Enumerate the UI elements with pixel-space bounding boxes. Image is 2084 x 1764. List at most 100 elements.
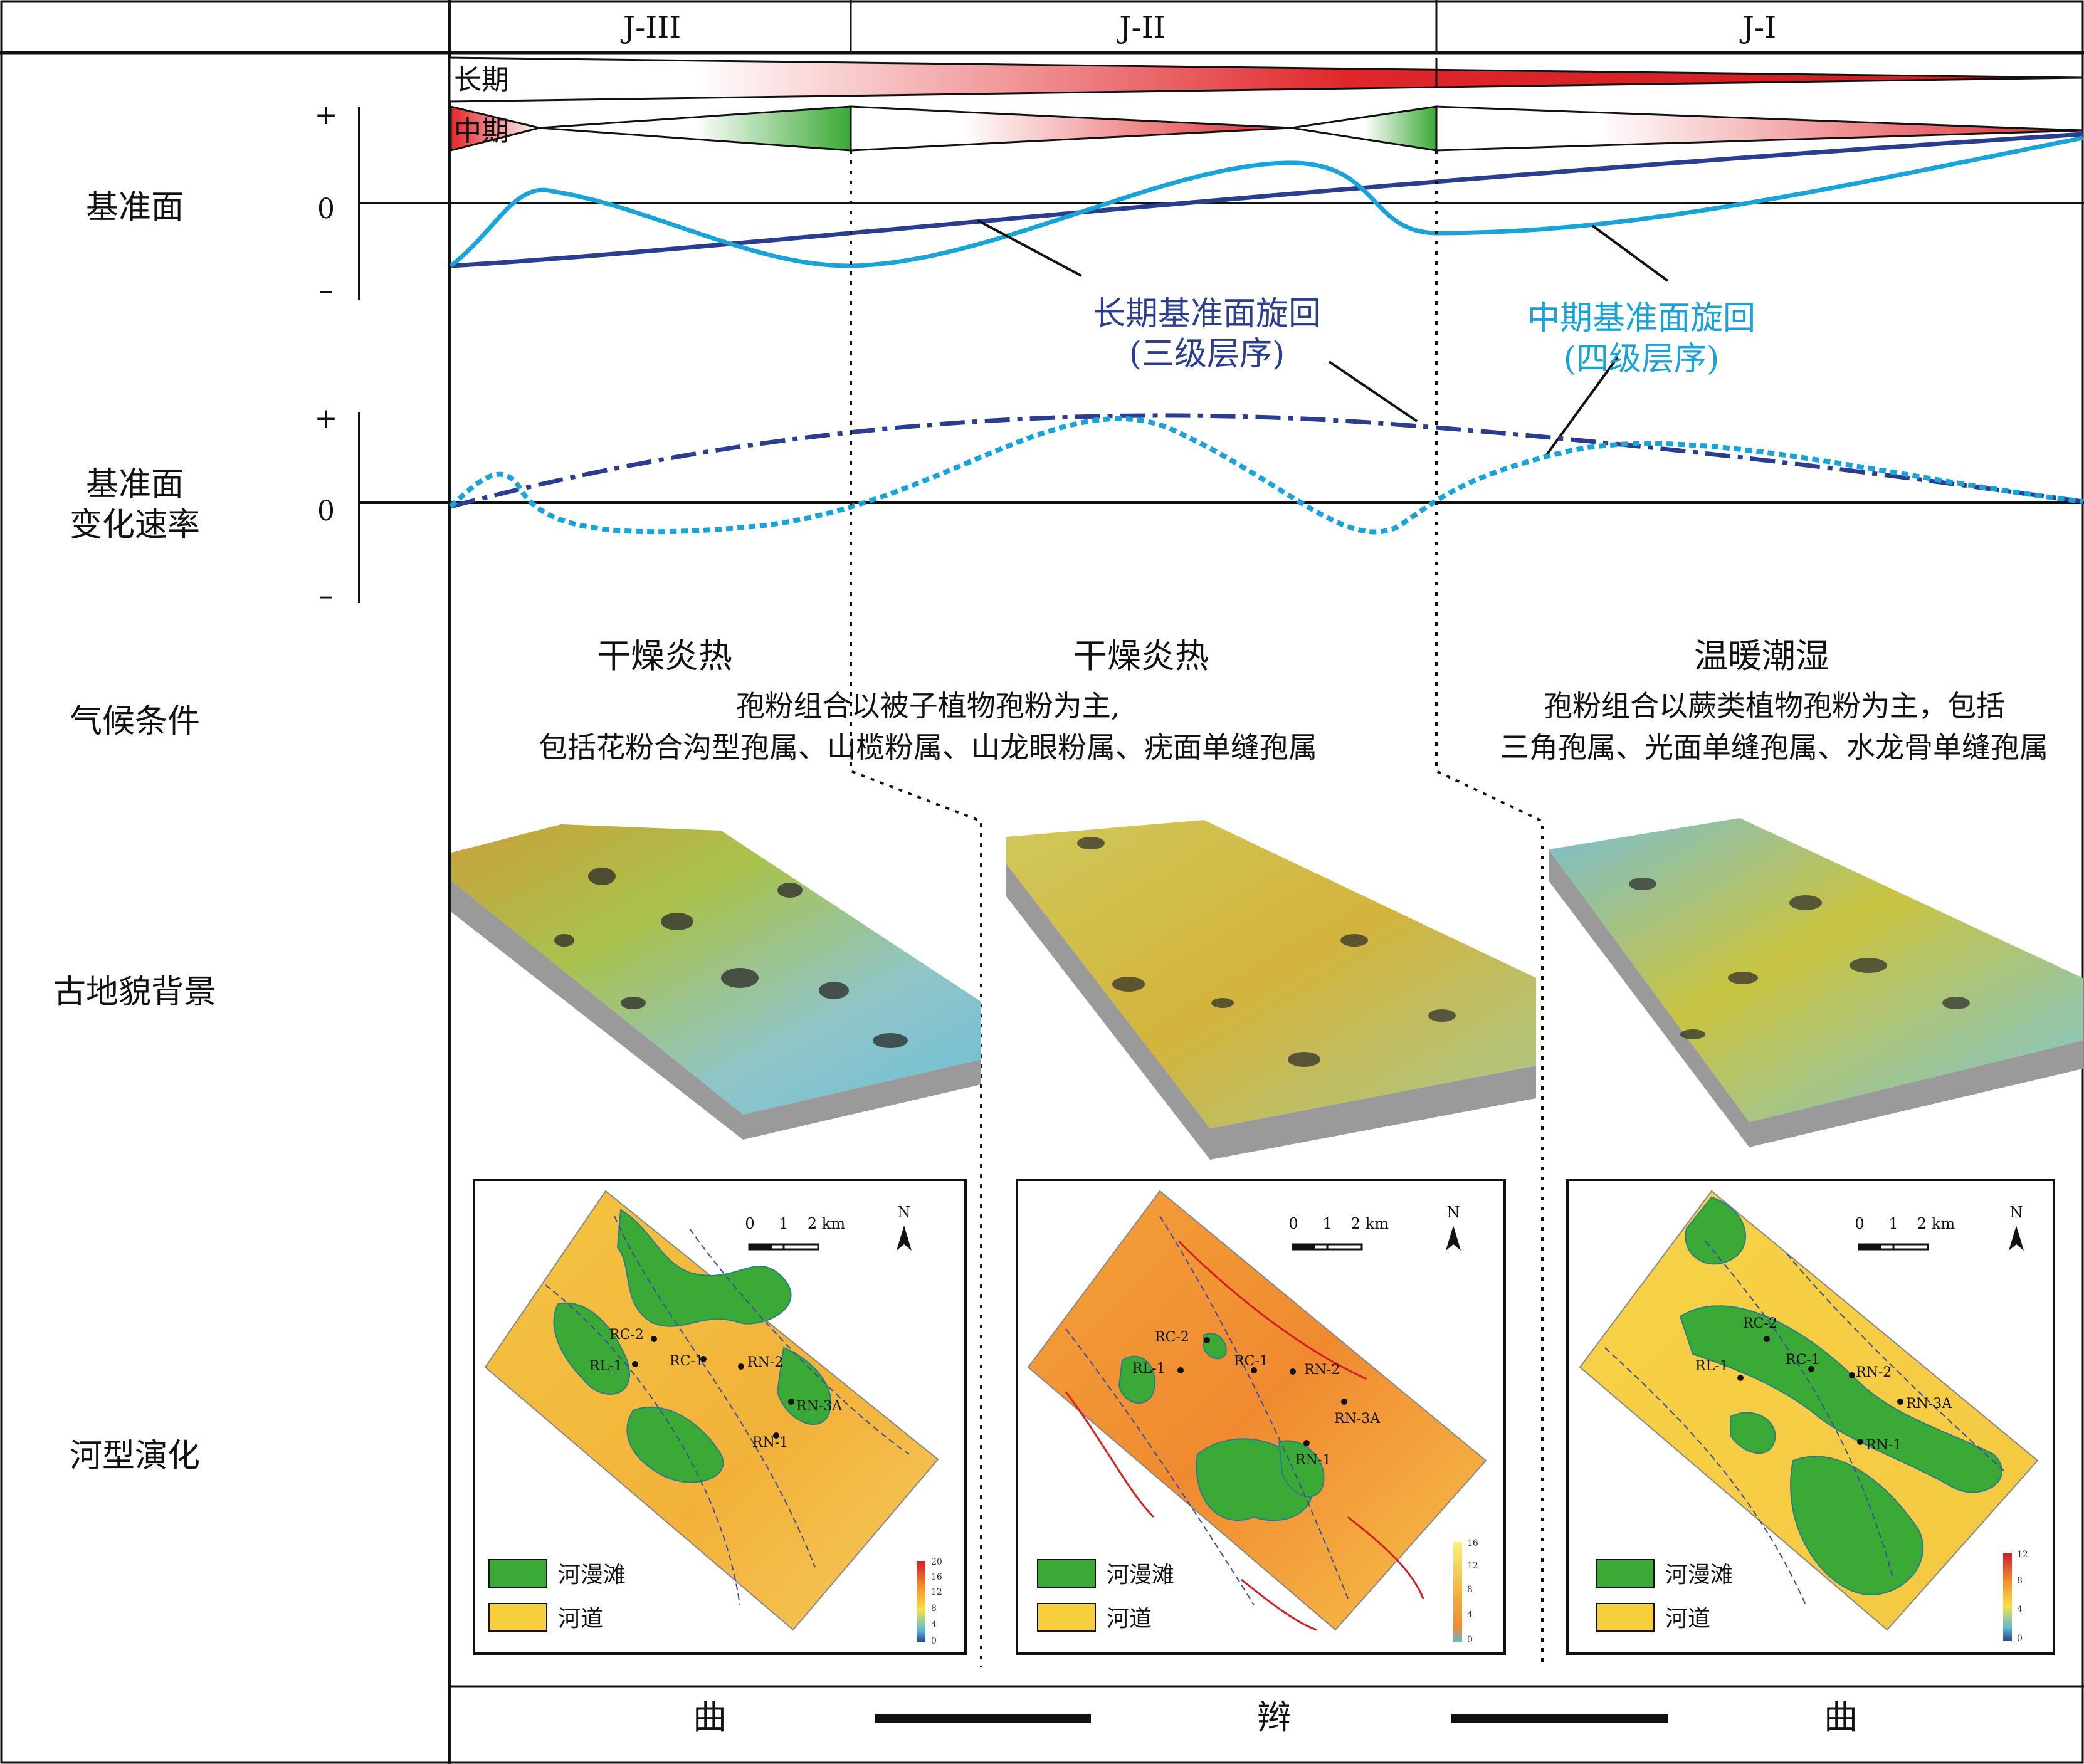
- colorbar-j2-tick-2: 8: [1467, 1585, 1473, 1595]
- scale-label-1-j3: 1: [779, 1215, 788, 1232]
- well-label-j3-rn1: RN-1: [752, 1435, 788, 1451]
- wells-j1: [1737, 1336, 1903, 1445]
- colorbar-j1-tick-2: 4: [2017, 1605, 2023, 1615]
- well-label-j3-rn3a: RN-3A: [796, 1399, 843, 1414]
- scale-bar-j1: [1858, 1243, 1929, 1251]
- climate-desc-right-line2: 三角孢属、光面单缝孢属、水龙骨单缝孢属: [1500, 730, 2048, 764]
- axis-base-rate: + 0 –: [315, 402, 360, 612]
- well-label-j1-rc1: RC-1: [1786, 1352, 1820, 1368]
- well-label-j3-rn2: RN-2: [747, 1355, 783, 1370]
- scale-bar-j3: [748, 1243, 819, 1251]
- river-map-panel-j2: RC-2 RL-1 RC-1 RN-2 RN-3A RN-1 0 1 2 km …: [1016, 1179, 1506, 1655]
- colorbar-j3-tick-4: 4: [931, 1620, 937, 1630]
- colorbar-j1-tick-3: 0: [2017, 1634, 2023, 1644]
- legend-swatch-floodplain-j1: [1596, 1559, 1655, 1588]
- legend-swatch-channel-j3: [488, 1603, 547, 1632]
- mid-term-cycle-track: 中期: [450, 105, 2083, 152]
- curve-pointer-lines: [977, 219, 1669, 458]
- north-label-j2: N: [1447, 1204, 1460, 1221]
- north-label-j1: N: [2010, 1204, 2023, 1221]
- legend-label-channel-j3: 河道: [558, 1606, 603, 1632]
- scale-bar-j2: [1292, 1243, 1363, 1251]
- well-label-j3-rc1: RC-1: [670, 1353, 704, 1369]
- river-type-mid: 辫: [1257, 1698, 1291, 1737]
- climate-title-j1: 温暖潮湿: [1694, 636, 1829, 676]
- mid-curve-label-line1: 中期基准面旋回: [1527, 300, 1755, 337]
- scale-label-2-j3: 2 km: [808, 1215, 845, 1232]
- river-map-panel-j3: RC-2 RL-1 RC-1 RN-2 RN-3A RN-1 0 1 2 km …: [473, 1179, 967, 1655]
- row-label-base-rate-line2: 变化速率: [70, 507, 200, 544]
- sign-minus-1: –: [319, 275, 333, 307]
- wells-j3: [632, 1336, 794, 1439]
- floodplain-patches-j2: [1118, 1333, 1325, 1521]
- sign-plus-1: +: [315, 99, 338, 131]
- scale-label-1-j1: 1: [1888, 1215, 1898, 1232]
- climate-desc-right-line1: 孢粉组合以蕨类植物孢粉为主，包括: [1544, 689, 2005, 723]
- sign-zero-2: 0: [317, 495, 335, 527]
- north-arrow-icon: [897, 1226, 912, 1251]
- colorbar-j2: [1453, 1542, 1462, 1642]
- long-term-base-level-curve: [450, 132, 2083, 268]
- well-label-j1-rn2: RN-2: [1856, 1365, 1892, 1380]
- climate-title-j2: 干燥炎热: [1073, 636, 1209, 676]
- column-header-j1: J-I: [1739, 10, 1776, 45]
- long-curve-label-line2: (三级层序): [1129, 335, 1285, 373]
- long-term-cycle-track: 长期: [448, 56, 2083, 103]
- mid-term-base-level-curve: [449, 135, 2083, 268]
- colorbar-j1-tick-0: 12: [2017, 1550, 2028, 1560]
- legend-label-floodplain-j3: 河漫滩: [558, 1562, 626, 1588]
- row-label-paleo: 古地貌背景: [53, 974, 216, 1011]
- legend-label-floodplain-j2: 河漫滩: [1107, 1562, 1174, 1588]
- river-map-panel-j1: RC-2 RL-1 RC-1 RN-2 RN-3A RN-1 0 1 2 km …: [1566, 1179, 2055, 1655]
- colorbar-j1: [2003, 1553, 2012, 1641]
- climate-title-j3: 干燥炎热: [597, 636, 732, 676]
- row-label-base-level: 基准面: [86, 189, 184, 226]
- well-label-j2-rl1: RL-1: [1132, 1361, 1166, 1377]
- scale-label-1-j2: 1: [1322, 1215, 1332, 1232]
- well-label-j2-rc2: RC-2: [1155, 1330, 1189, 1345]
- legend-label-channel-j1: 河道: [1665, 1606, 1710, 1632]
- column-header-j3: J-III: [620, 10, 681, 45]
- floodplain-patches-j1: [1679, 1196, 2003, 1595]
- fault-lines-j2: [1065, 1240, 1424, 1631]
- colorbar-j2-tick-3: 4: [1467, 1610, 1473, 1620]
- well-label-j1-rc2: RC-2: [1743, 1316, 1777, 1331]
- track-label-long: 长期: [454, 64, 509, 96]
- long-term-rate-curve: [450, 413, 2083, 509]
- paleo-terrain-j2: [1006, 820, 1536, 1160]
- legend-swatch-channel-j2: [1037, 1603, 1096, 1632]
- north-label-j3: N: [898, 1204, 911, 1221]
- river-type-left: 曲: [693, 1698, 727, 1737]
- well-label-j2-rn3a: RN-3A: [1334, 1411, 1381, 1427]
- legend-label-channel-j2: 河道: [1107, 1606, 1152, 1632]
- legend-swatch-floodplain-j2: [1037, 1559, 1096, 1588]
- colorbar-j2-tick-4: 0: [1467, 1635, 1473, 1645]
- row-label-base-rate-line1: 基准面: [86, 466, 184, 503]
- paleo-terrain-j1: [1549, 818, 2083, 1147]
- climate-desc-left-line1: 孢粉组合以被子植物孢粉为主,: [736, 689, 1120, 723]
- sign-minus-2: –: [319, 580, 333, 612]
- colorbar-j3-tick-1: 16: [931, 1572, 942, 1582]
- well-label-j2-rn2: RN-2: [1304, 1362, 1340, 1378]
- north-arrow-icon: [1446, 1226, 1461, 1251]
- north-arrow-icon: [2009, 1226, 2024, 1251]
- well-label-j1-rl1: RL-1: [1695, 1358, 1729, 1374]
- well-label-j3-rc2: RC-2: [609, 1327, 644, 1343]
- scale-label-2-j2: 2 km: [1351, 1215, 1389, 1232]
- colorbar-j3-tick-3: 8: [931, 1604, 937, 1614]
- well-label-j1-rn3a: RN-3A: [1906, 1396, 1952, 1412]
- scale-label-0-j1: 0: [1855, 1215, 1864, 1232]
- scale-label-0-j3: 0: [745, 1215, 754, 1232]
- colorbar-j2-tick-1: 12: [1467, 1561, 1478, 1571]
- climate-desc-left-line2: 包括花粉合沟型孢属、山榄粉属、山龙眼粉属、疣面单缝孢属: [539, 730, 1317, 764]
- mid-curve-label-line2: (四级层序): [1564, 340, 1720, 378]
- column-header-j2: J-II: [1116, 10, 1165, 45]
- axis-base-level: + 0 –: [315, 99, 360, 307]
- scale-label-0-j2: 0: [1288, 1215, 1298, 1232]
- colorbar-j3-tick-2: 12: [931, 1587, 942, 1597]
- floodplain-patches-j3: [553, 1209, 832, 1483]
- track-label-mid: 中期: [454, 115, 509, 147]
